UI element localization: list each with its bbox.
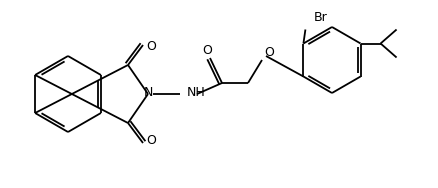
Text: O: O bbox=[201, 45, 212, 58]
Text: N: N bbox=[143, 86, 152, 99]
Text: O: O bbox=[146, 40, 155, 54]
Text: O: O bbox=[146, 134, 155, 148]
Text: O: O bbox=[263, 46, 273, 59]
Text: Br: Br bbox=[313, 11, 326, 24]
Text: NH: NH bbox=[187, 86, 205, 99]
